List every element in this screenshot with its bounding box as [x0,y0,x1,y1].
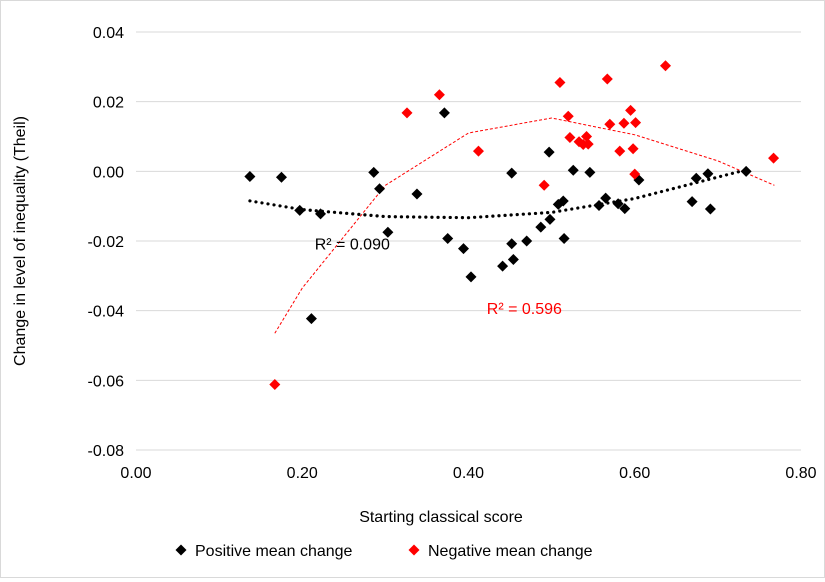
negative-point [629,168,641,180]
positive-point [506,167,518,179]
positive-point [543,146,555,158]
trendline-negative [274,117,775,334]
gridlines [136,31,801,451]
positive-point [612,198,624,210]
negative-point [581,131,593,142]
negative-point [564,132,576,144]
positive-point [275,171,287,183]
data-points [244,60,780,391]
x-axis-label: Starting classical score [359,509,523,526]
positive-point [374,183,386,195]
y-tick-label: -0.02 [88,234,125,251]
negative-point [768,152,780,164]
positive-point [704,203,716,215]
x-tick-label: 0.80 [785,465,816,482]
positive-point [593,199,605,211]
legend-label-positive: Positive mean change [195,543,353,560]
x-tick-label: 0.00 [120,465,151,482]
y-tick-label: -0.06 [88,373,125,390]
negative-point [627,143,639,155]
positive-point [442,233,454,245]
y-tick-label: -0.04 [88,304,125,321]
r2-label-positive: R² = 0.090 [315,237,390,254]
negative-point [582,138,594,150]
negative-point [630,117,642,129]
y-tick-label: 0.02 [93,95,124,112]
y-axis-label: Change in level of inequality (Theil) [12,116,29,366]
x-axis-ticks: 0.00 0.20 0.40 0.60 0.80 [120,465,816,482]
negative-point [269,379,281,391]
positive-point [600,192,612,204]
legend-marker-negative [408,544,420,556]
positive-point [438,107,450,119]
positive-point [368,166,380,178]
negative-point [660,60,672,72]
trendlines [248,117,775,334]
positive-point [382,226,394,238]
r2-label-negative: R² = 0.596 [487,301,562,318]
negative-point [472,145,484,157]
negative-point [562,110,574,122]
y-tick-label: 0.04 [93,25,124,42]
positive-point [244,171,256,183]
x-tick-label: 0.40 [453,465,484,482]
negative-point [401,107,413,119]
positive-point [690,172,702,184]
positive-point [619,203,631,215]
positive-point [305,313,317,325]
positive-point [740,165,752,177]
positive-point [521,235,533,247]
negative-point [625,104,637,116]
positive-point [558,233,570,245]
legend-label-negative: Negative mean change [428,543,593,560]
negative-point [538,179,550,191]
positive-point [411,188,423,200]
positive-point [458,243,470,255]
positive-point [702,168,714,180]
negative-point [614,145,626,157]
positive-point [584,166,596,178]
positive-point [506,238,518,250]
legend-marker-positive [175,544,187,556]
x-tick-label: 0.60 [619,465,650,482]
positive-point [507,253,519,265]
negative-point [604,118,616,130]
y-axis-ticks: 0.04 0.02 0.00 -0.02 -0.04 -0.06 -0.08 [88,25,125,460]
positive-point [497,260,509,272]
y-tick-label: 0.00 [93,164,124,181]
positive-point [465,271,477,283]
positive-point [535,221,547,233]
positive-point [567,164,579,176]
negative-point [433,89,445,101]
negative-point [618,117,630,129]
negative-point [554,77,566,89]
positive-point [544,213,556,225]
trendline-positive [248,168,749,220]
negative-point [601,73,613,85]
legend: Positive mean change Negative mean change [175,543,593,560]
positive-point [294,204,306,216]
positive-point [686,196,698,208]
positive-point [557,195,569,207]
y-tick-label: -0.08 [88,443,125,460]
positive-point [315,208,327,220]
x-tick-label: 0.20 [287,465,318,482]
